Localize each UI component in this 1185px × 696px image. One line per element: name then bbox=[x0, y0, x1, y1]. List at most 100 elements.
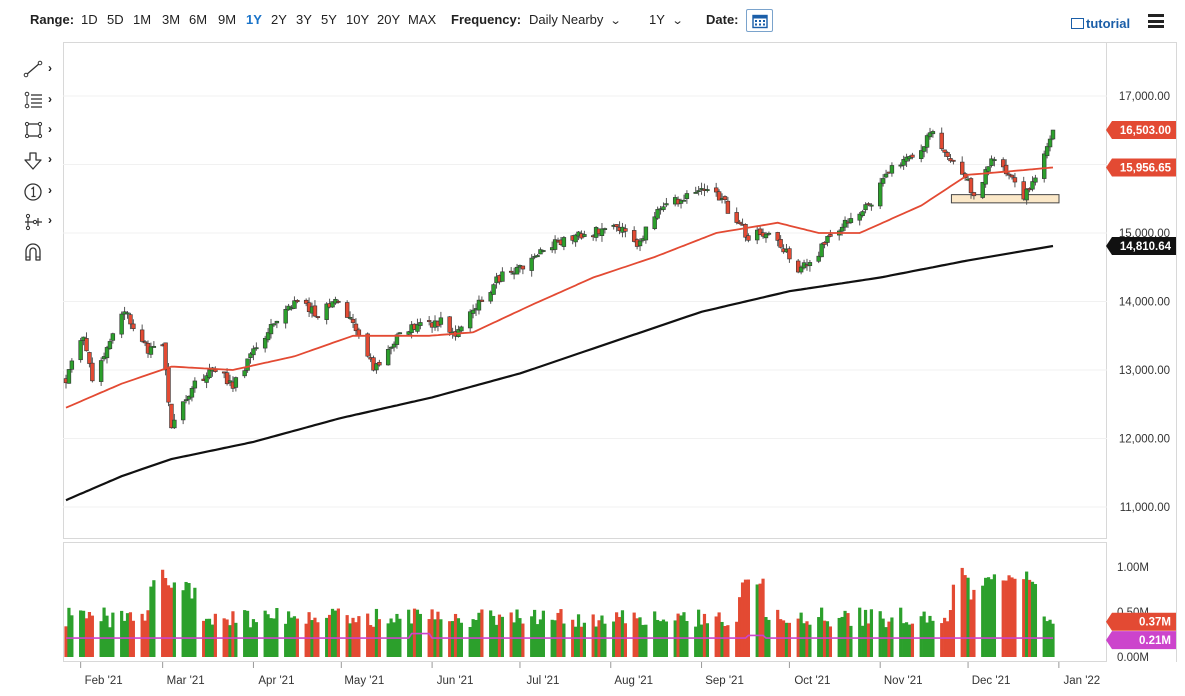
volume-bar bbox=[960, 567, 964, 657]
volume-bar bbox=[984, 577, 988, 657]
measure-tool[interactable]: › bbox=[20, 210, 60, 232]
volume-bar bbox=[694, 626, 698, 657]
volume-bar bbox=[497, 614, 502, 657]
range-6m[interactable]: 6M bbox=[189, 12, 208, 27]
volume-bar bbox=[591, 614, 595, 657]
candle bbox=[839, 226, 845, 232]
volume-bar bbox=[594, 626, 598, 657]
candle bbox=[426, 320, 432, 322]
x-tick-label: Jan '22 bbox=[1063, 675, 1100, 687]
frequency-value: Daily Nearby bbox=[529, 12, 604, 27]
range-2y[interactable]: 2Y bbox=[271, 12, 287, 27]
volume-bar bbox=[664, 621, 669, 657]
toolbar: Range: 1D 5D 1M 3M 6M 9M 1Y 2Y 3Y 5Y 10Y 20Y MAX Fre… bbox=[0, 0, 1185, 42]
range-1d[interactable]: 1D bbox=[81, 12, 98, 27]
volume-bar bbox=[574, 626, 578, 657]
candle bbox=[514, 266, 520, 275]
candle bbox=[825, 236, 830, 243]
candle bbox=[863, 204, 868, 211]
label-tool[interactable]: › bbox=[20, 180, 60, 202]
candle bbox=[713, 187, 719, 193]
volume-bar bbox=[102, 607, 106, 657]
range-1m[interactable]: 1M bbox=[133, 12, 152, 27]
range-9m[interactable]: 9M bbox=[218, 12, 237, 27]
candle bbox=[866, 203, 871, 206]
candle bbox=[602, 228, 608, 230]
range-20y[interactable]: 20Y bbox=[377, 12, 401, 27]
support-zone[interactable] bbox=[950, 194, 1060, 204]
volume-bar bbox=[530, 616, 534, 657]
volume-bar bbox=[735, 621, 739, 657]
frequency-label: Frequency: bbox=[451, 12, 522, 27]
candle bbox=[763, 233, 769, 239]
magnet-tool[interactable] bbox=[20, 240, 60, 262]
range-max[interactable]: MAX bbox=[408, 12, 437, 27]
volume-bar bbox=[368, 625, 373, 657]
volume-bar bbox=[702, 613, 707, 657]
menu-button[interactable] bbox=[1148, 14, 1164, 28]
range-3y[interactable]: 3Y bbox=[296, 12, 312, 27]
candle bbox=[1009, 174, 1015, 178]
date-picker-button[interactable] bbox=[746, 9, 773, 32]
last-price-label: 16,503.00 bbox=[1120, 125, 1171, 137]
candle bbox=[1033, 177, 1038, 183]
volume-bar bbox=[333, 610, 338, 657]
candle bbox=[394, 334, 400, 345]
arrow-tool[interactable]: › bbox=[20, 149, 60, 171]
range-5y[interactable]: 5Y bbox=[321, 12, 337, 27]
last-volume-badge bbox=[1106, 612, 1176, 631]
range-10y[interactable]: 10Y bbox=[346, 12, 370, 27]
rectangle-tool[interactable]: › bbox=[20, 119, 60, 141]
candle bbox=[1003, 164, 1009, 175]
volume-bar bbox=[676, 613, 680, 657]
volume-bar bbox=[1042, 616, 1046, 657]
fib-tool-icon bbox=[24, 91, 42, 109]
candle bbox=[415, 324, 420, 332]
volume-bar bbox=[787, 622, 792, 657]
fib-tool[interactable]: › bbox=[20, 89, 60, 111]
candle bbox=[623, 228, 628, 232]
volume-bar bbox=[357, 616, 361, 657]
range-5d[interactable]: 5D bbox=[107, 12, 124, 27]
candle bbox=[684, 193, 690, 199]
candle bbox=[878, 182, 883, 207]
frequency-select[interactable]: Daily Nearby ⌄ bbox=[529, 12, 622, 27]
volume-bar bbox=[919, 616, 923, 657]
candle bbox=[757, 228, 763, 236]
candle bbox=[552, 239, 558, 250]
candle bbox=[268, 324, 274, 335]
candle bbox=[637, 240, 643, 247]
measure-tool-icon bbox=[25, 213, 42, 231]
volume-bar bbox=[1010, 577, 1014, 657]
volume-bar bbox=[166, 585, 171, 657]
volume-bar bbox=[817, 617, 821, 657]
candle bbox=[128, 314, 133, 325]
line-tool[interactable]: › bbox=[20, 58, 60, 80]
candle bbox=[87, 352, 92, 364]
candle bbox=[186, 395, 192, 400]
volume-bar bbox=[612, 621, 616, 657]
tutorial-link[interactable]: tutorial bbox=[1071, 16, 1130, 31]
candle bbox=[467, 311, 473, 329]
volume-panel bbox=[63, 542, 1107, 662]
volume-bar bbox=[620, 610, 625, 657]
volume-bar bbox=[582, 622, 586, 657]
volume-bar bbox=[152, 580, 156, 657]
period-select[interactable]: 1Y ⌄ bbox=[649, 12, 684, 27]
candle bbox=[883, 173, 889, 178]
chevron-right-icon: › bbox=[48, 92, 52, 106]
volume-bar bbox=[213, 613, 217, 657]
volume-bar bbox=[67, 607, 71, 657]
range-1y[interactable]: 1Y bbox=[246, 12, 262, 27]
candle bbox=[142, 341, 148, 344]
volume-bar bbox=[436, 611, 440, 657]
range-3m[interactable]: 3M bbox=[162, 12, 181, 27]
volume-bar bbox=[931, 620, 935, 657]
candle bbox=[213, 369, 218, 372]
candle bbox=[491, 284, 496, 295]
candle bbox=[980, 181, 985, 198]
volume-bar bbox=[348, 623, 352, 657]
price-axis-panel bbox=[1107, 42, 1177, 662]
chevron-down-icon: ⌄ bbox=[671, 15, 684, 27]
